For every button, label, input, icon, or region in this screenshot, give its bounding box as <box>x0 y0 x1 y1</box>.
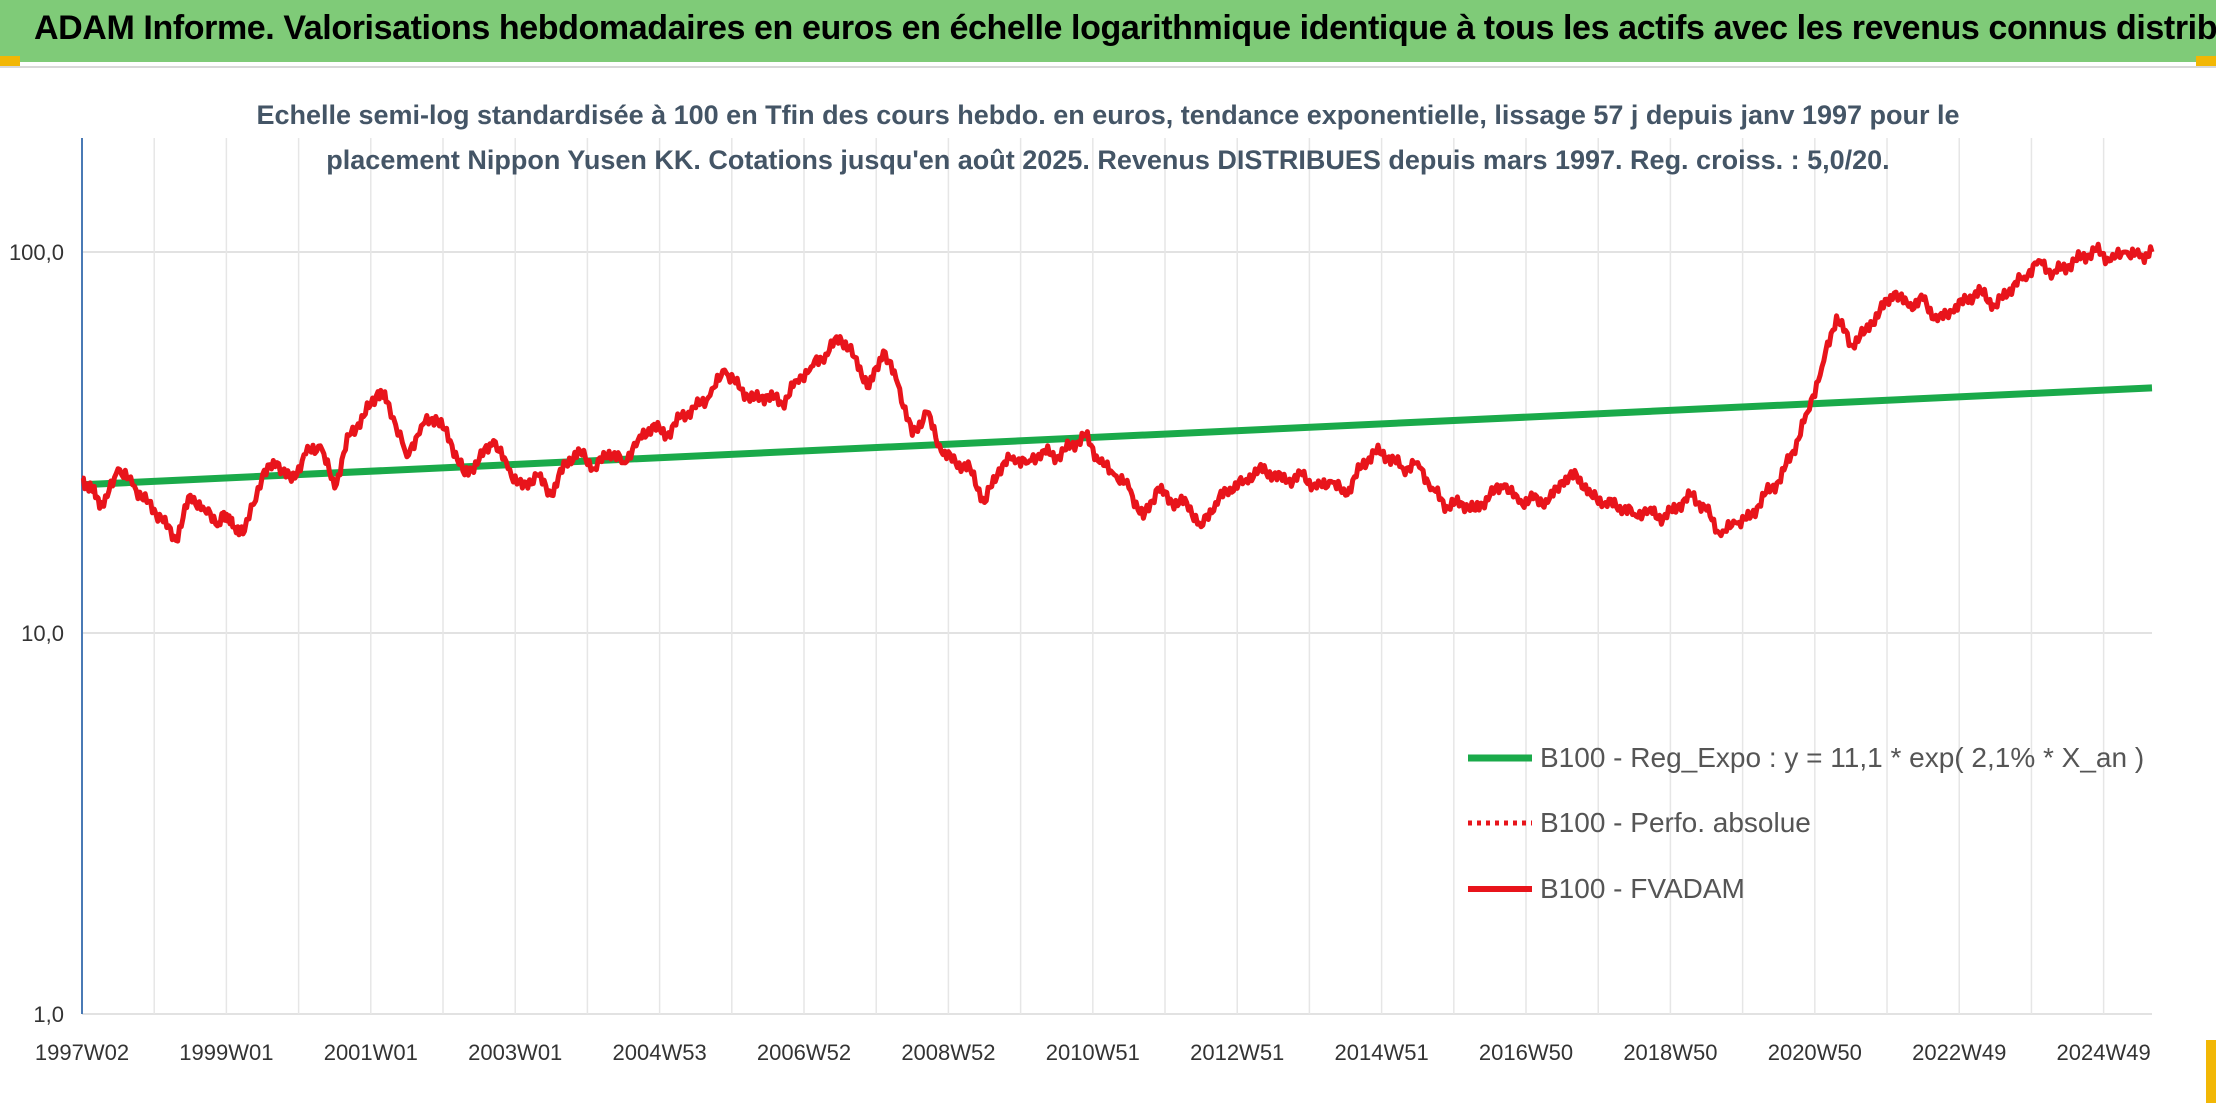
gridlines <box>81 138 2152 1015</box>
series-fvadam-line <box>80 241 2155 544</box>
y-tick-label: 1,0 <box>33 1002 64 1027</box>
x-tick-label: 2016W50 <box>1479 1040 1573 1065</box>
x-tick-label: 2006W52 <box>757 1040 851 1065</box>
x-tick-label: 2001W01 <box>324 1040 418 1065</box>
x-tick-label: 2010W51 <box>1046 1040 1140 1065</box>
x-tick-label: 2014W51 <box>1335 1040 1429 1065</box>
legend-label-fvadam: B100 - FVADAM <box>1540 873 1745 904</box>
y-axis-ticks: 1,0 10,0 100,0 <box>9 240 64 1027</box>
x-tick-label: 2018W50 <box>1623 1040 1717 1065</box>
y-tick-label: 10,0 <box>21 621 64 646</box>
series-layer <box>80 241 2155 544</box>
chart-subtitle-line-2: placement Nippon Yusen KK. Cotations jus… <box>326 145 1889 175</box>
legend-label-reg: B100 - Reg_Expo : y = 11,1 * exp( 2,1% *… <box>1540 742 2144 773</box>
x-tick-label: 1997W02 <box>35 1040 129 1065</box>
corner-marker-right <box>2196 56 2216 68</box>
x-tick-label: 2024W49 <box>2057 1040 2151 1065</box>
x-tick-label: 2003W01 <box>468 1040 562 1065</box>
corner-marker-bottom-right <box>2206 1040 2216 1103</box>
page-title: ADAM Informe. Valorisations hebdomadaire… <box>34 9 2216 47</box>
header-bar: ADAM Informe. Valorisations hebdomadaire… <box>0 0 2216 62</box>
corner-marker-left <box>0 56 20 68</box>
x-tick-label: 2004W53 <box>613 1040 707 1065</box>
x-tick-label: 2008W52 <box>901 1040 995 1065</box>
x-tick-label: 2022W49 <box>1912 1040 2006 1065</box>
series-reg-expo-line <box>81 384 2153 489</box>
x-tick-label: 2012W51 <box>1190 1040 1284 1065</box>
x-tick-label: 1999W01 <box>179 1040 273 1065</box>
x-tick-label: 2020W50 <box>1768 1040 1862 1065</box>
x-axis-ticks: 1997W02 1999W01 2001W01 2003W01 2004W53 2006W… <box>35 1040 2151 1065</box>
legend: B100 - Reg_Expo : y = 11,1 * exp( 2,1% *… <box>1468 742 2144 904</box>
legend-label-perfo: B100 - Perfo. absolue <box>1540 807 1811 838</box>
chart-frame <box>0 66 2216 1103</box>
chart-subtitle-line-1: Echelle semi-log standardisée à 100 en T… <box>256 100 1959 130</box>
y-tick-label: 100,0 <box>9 240 64 265</box>
